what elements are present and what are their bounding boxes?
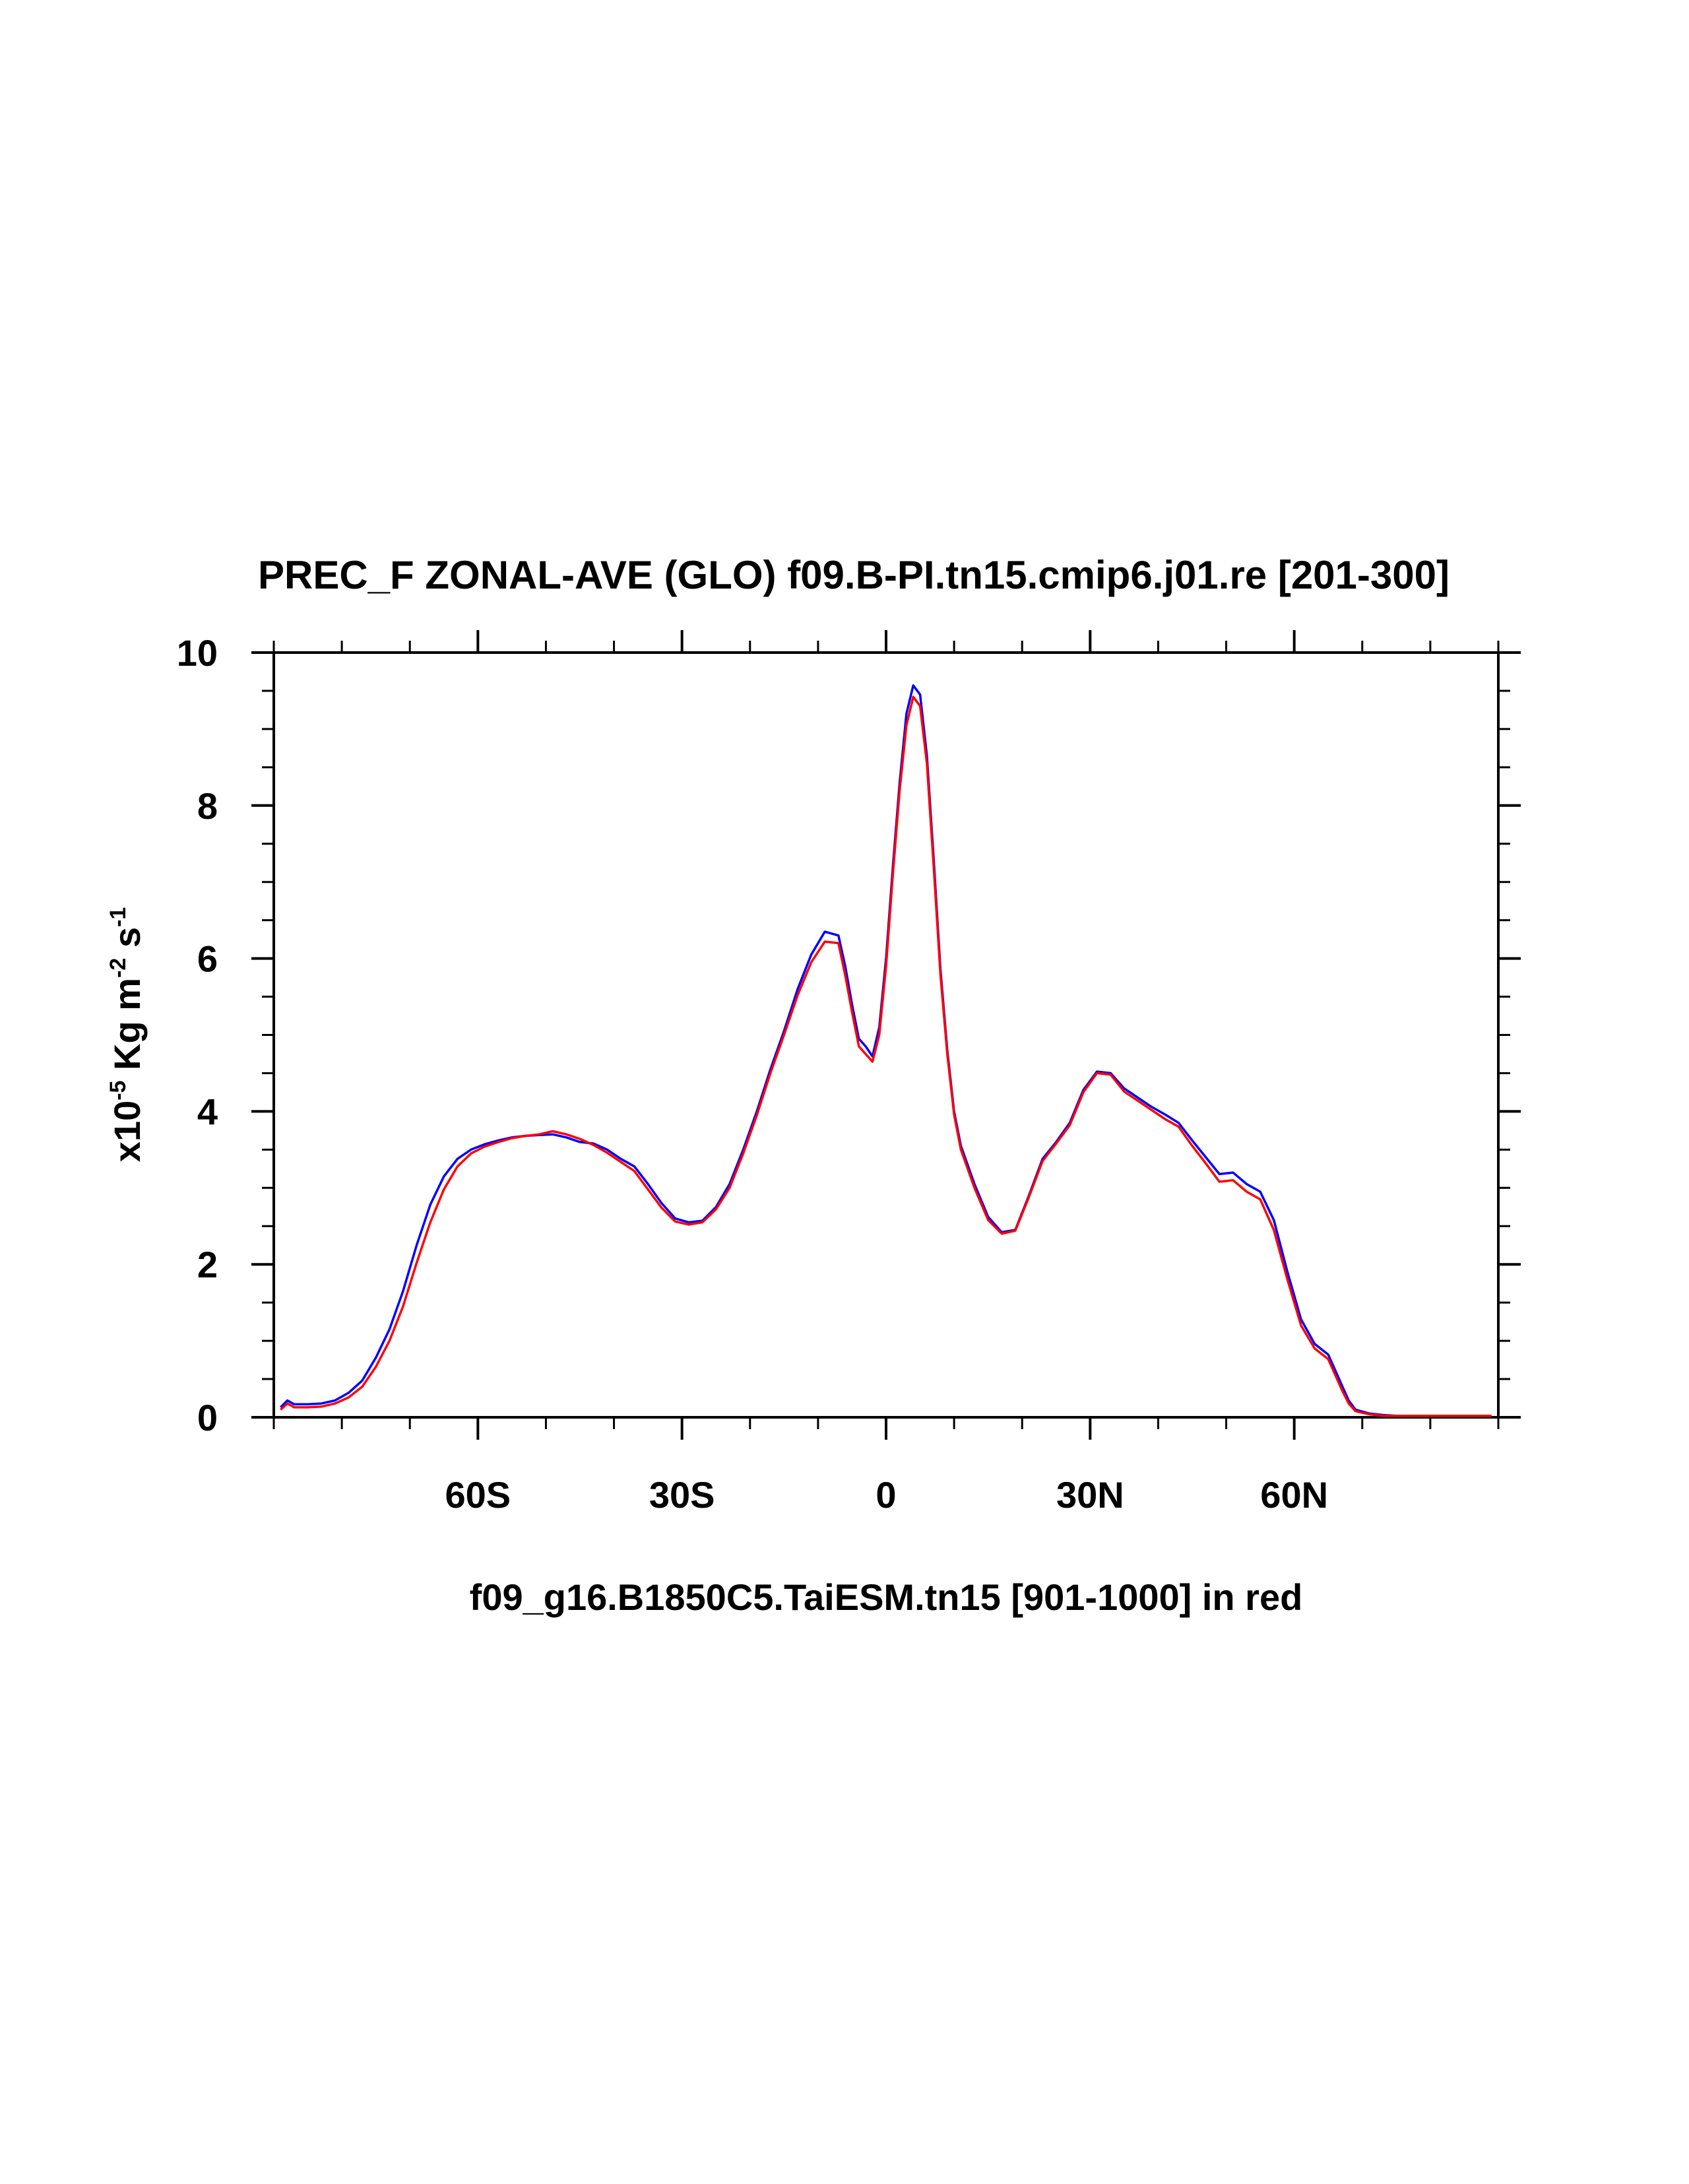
y-axis-label: x10-5 Kg m-2 s-1 [106, 907, 148, 1162]
y-tick-label: 0 [197, 1397, 218, 1438]
series-lines [280, 684, 1492, 1417]
x-tick-label: 30S [649, 1474, 715, 1516]
plot-frame [272, 651, 1500, 1419]
x-axis-label: f09_g16.B1850C5.TaiESM.tn15 [901-1000] i… [470, 1576, 1303, 1618]
series-line-1 [280, 684, 1492, 1417]
y-tick-label: 10 [177, 632, 218, 674]
x-tick-label: 60N [1260, 1474, 1328, 1516]
y-tick-label: 6 [197, 938, 218, 980]
chart-title: PREC_F ZONAL-AVE (GLO) f09.B-PI.tn15.cmi… [258, 553, 1450, 597]
series-line-2 [280, 695, 1492, 1417]
axis-ticks [251, 630, 1521, 1440]
y-tick-label: 2 [197, 1244, 218, 1285]
y-tick-labels: 0 2 4 6 8 10 [177, 632, 218, 1438]
x-tick-label: 60S [445, 1474, 511, 1516]
y-tick-label: 4 [197, 1091, 218, 1132]
x-tick-label: 30N [1056, 1474, 1124, 1516]
y-tick-label: 8 [197, 785, 218, 827]
x-tick-label: 0 [876, 1474, 896, 1516]
x-tick-labels: 60S 30S 0 30N 60N [445, 1474, 1329, 1516]
